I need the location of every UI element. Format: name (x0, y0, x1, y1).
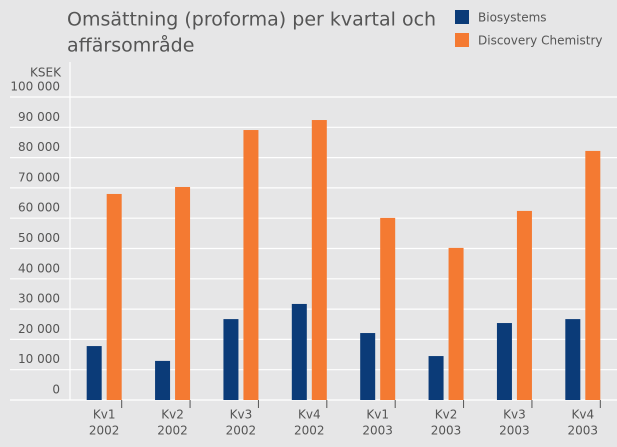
x-tick-label: Kv3 (230, 408, 253, 422)
y-tick-label: 90 000 (18, 110, 60, 124)
bar (428, 356, 444, 400)
x-tick-label: Kv3 (503, 408, 526, 422)
bar (565, 319, 581, 400)
x-tick-label: Kv1 (93, 408, 116, 422)
y-tick-label: 40 000 (18, 261, 60, 275)
bar (311, 120, 327, 400)
x-tick-label: Kv2 (161, 408, 184, 422)
bar (496, 323, 512, 400)
chart-title: affärsområde (67, 34, 194, 57)
bar (155, 360, 171, 400)
x-tick-label: 2002 (226, 424, 257, 438)
y-tick-label: 70 000 (18, 170, 60, 184)
x-tick-label: Kv2 (435, 408, 458, 422)
y-tick-label: 0 (52, 383, 60, 397)
y-tick-label: 20 000 (18, 322, 60, 336)
bar (291, 303, 307, 400)
x-tick-label: 2002 (294, 424, 325, 438)
y-tick-label: 60 000 (18, 201, 60, 215)
chart-title: Omsättning (proforma) per kvartal och (67, 9, 436, 31)
bar (106, 193, 122, 400)
x-tick-label: 2003 (362, 424, 393, 438)
x-tick-label: 2003 (431, 424, 462, 438)
bar (448, 247, 464, 400)
legend-swatch (455, 10, 469, 24)
bar (585, 150, 601, 400)
x-tick-label: Kv1 (366, 408, 389, 422)
y-tick-label: 80 000 (18, 140, 60, 154)
legend-label: Biosystems (478, 11, 547, 25)
legend-swatch (455, 33, 469, 47)
bar (380, 217, 396, 400)
x-tick-label: Kv4 (298, 408, 321, 422)
y-tick-label: 10 000 (18, 352, 60, 366)
x-tick-label: 2003 (568, 424, 599, 438)
y-tick-label: 30 000 (18, 292, 60, 306)
x-tick-label: 2003 (499, 424, 530, 438)
legend-label: Discovery Chemistry (478, 34, 602, 48)
x-tick-label: 2002 (89, 424, 120, 438)
bar (516, 210, 532, 400)
bar (86, 346, 102, 400)
y-axis-label: KSEK (30, 66, 62, 80)
x-tick-label: Kv4 (572, 408, 595, 422)
y-tick-label: 100 000 (10, 80, 60, 94)
x-tick-label: 2002 (157, 424, 188, 438)
bar (175, 186, 191, 400)
bar (223, 319, 239, 400)
bar (243, 130, 259, 401)
bar (360, 333, 376, 400)
y-tick-label: 50 000 (18, 231, 60, 245)
